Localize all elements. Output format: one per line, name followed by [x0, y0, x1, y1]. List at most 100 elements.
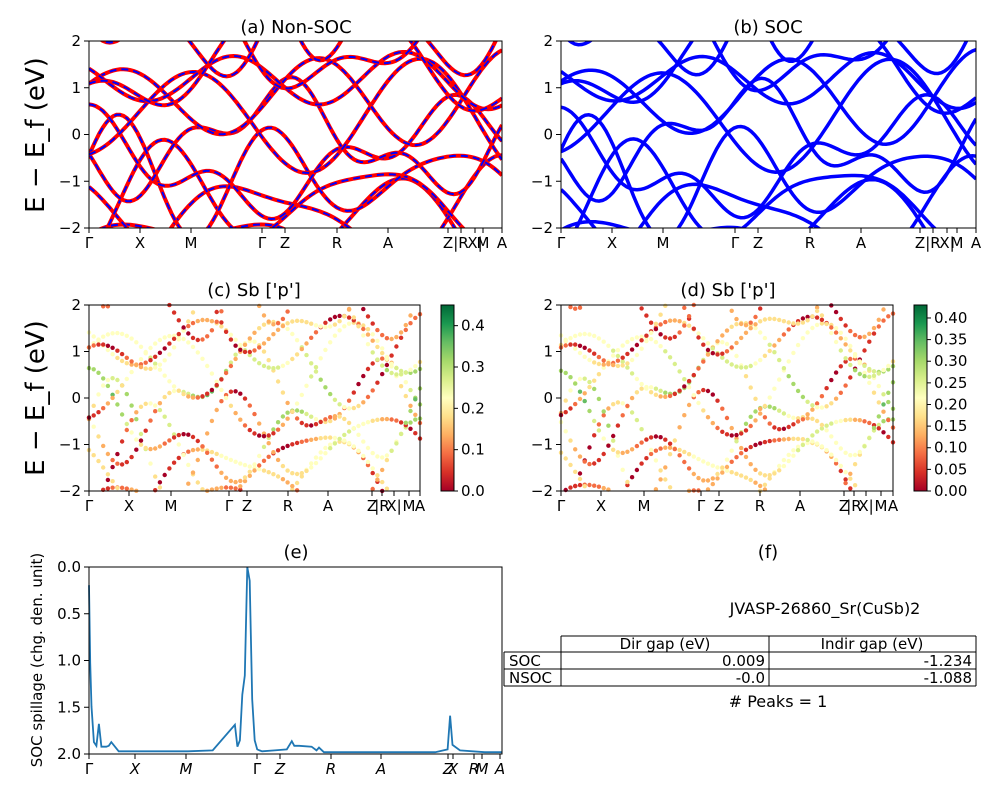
projection-point	[634, 467, 640, 473]
projection-point	[639, 440, 644, 445]
projection-point	[748, 414, 753, 419]
projection-point	[105, 377, 111, 383]
projection-point	[408, 426, 413, 431]
projection-point	[209, 387, 215, 393]
projection-point	[753, 325, 758, 331]
projection-point	[328, 391, 333, 397]
projection-point	[247, 336, 252, 341]
x-tick-label: A	[856, 234, 867, 252]
projection-point	[667, 355, 673, 360]
projection-point	[186, 340, 191, 345]
projection-point	[138, 442, 144, 447]
projection-point	[313, 455, 319, 460]
projection-point	[601, 362, 606, 367]
projection-point	[563, 487, 568, 493]
projection-point	[663, 319, 668, 325]
projection-point	[777, 317, 782, 323]
projection-point	[365, 332, 371, 337]
projection-point	[398, 384, 404, 389]
projection-point	[701, 359, 706, 364]
y-tick-label: 1.0	[57, 652, 81, 670]
projection-point	[871, 425, 877, 431]
x-tick-label: A	[494, 760, 505, 778]
projection-point	[309, 461, 314, 466]
projection-point	[261, 341, 267, 346]
x-tick-label: Z	[915, 234, 925, 252]
colorbar-tick-label: 0.20	[934, 395, 967, 413]
x-tick-label: Z	[274, 760, 286, 778]
projection-point	[413, 431, 418, 436]
projection-point	[615, 363, 621, 369]
projection-point	[781, 366, 787, 371]
projection-point	[318, 456, 323, 461]
projection-point	[280, 390, 286, 395]
projection-point	[124, 427, 129, 433]
projection-point	[805, 399, 810, 404]
projection-point	[195, 337, 200, 343]
projection-point	[772, 425, 777, 430]
y-tick-label: −1	[59, 436, 81, 454]
projection-point	[247, 427, 252, 433]
projection-point	[167, 379, 172, 384]
projection-point	[171, 345, 177, 350]
projection-point	[153, 409, 158, 414]
projection-point	[876, 371, 881, 376]
projection-point	[791, 453, 796, 458]
projection-point	[814, 418, 820, 424]
projection-point	[777, 357, 782, 363]
projection-point	[129, 454, 134, 460]
projection-point	[653, 448, 659, 453]
projection-point	[838, 364, 843, 369]
projection-point	[677, 330, 682, 335]
table-row-label: NSOC	[509, 669, 552, 687]
projection-point	[294, 338, 300, 343]
projection-point	[124, 391, 129, 397]
projection-point	[323, 445, 328, 451]
projection-point	[238, 417, 243, 422]
projection-point	[323, 347, 328, 353]
projection-point	[620, 363, 625, 368]
projection-point	[294, 440, 300, 446]
projection-point	[833, 457, 839, 463]
projection-point	[361, 400, 366, 405]
projection-point	[663, 445, 668, 450]
projection-point	[582, 354, 587, 359]
projection-point	[323, 324, 328, 330]
projection-point	[833, 440, 839, 445]
x-tick-label: Γ	[85, 760, 94, 778]
x-tick-label: M	[638, 497, 651, 515]
projection-point	[143, 428, 148, 433]
panel-a-ylabel: E − E_f (eV)	[21, 57, 51, 213]
projection-point	[346, 321, 352, 326]
projection-point	[777, 463, 782, 469]
y-tick-label: 0.5	[57, 605, 81, 623]
projection-point	[568, 462, 573, 468]
projection-point	[748, 363, 753, 369]
projection-point	[758, 406, 763, 412]
projection-point	[389, 361, 394, 366]
projection-point	[309, 437, 314, 442]
projection-point	[257, 463, 262, 468]
projection-point	[620, 343, 625, 348]
panel-b: (b) SOC 210−1−2 Γ X M Γ Z R A Z |RX|M A	[531, 17, 982, 252]
projection-point	[653, 339, 659, 345]
projection-point	[285, 321, 290, 326]
projection-point	[403, 327, 408, 333]
projection-point	[871, 390, 877, 395]
projection-point	[871, 331, 877, 336]
projection-point	[592, 378, 597, 383]
projection-point	[644, 313, 649, 318]
panel-f-subtitle: JVASP-26860_Sr(CuSb)2	[729, 599, 921, 619]
projection-point	[739, 451, 744, 456]
band-line	[561, 48, 976, 146]
projection-point	[176, 388, 181, 393]
projection-point	[743, 374, 749, 379]
projection-point	[753, 442, 758, 448]
projection-point	[285, 410, 290, 415]
projection-point	[611, 362, 616, 368]
projection-point	[261, 322, 267, 327]
projection-point	[729, 308, 734, 313]
projection-point	[720, 470, 725, 475]
projection-point	[214, 382, 219, 388]
projection-point	[592, 333, 597, 339]
